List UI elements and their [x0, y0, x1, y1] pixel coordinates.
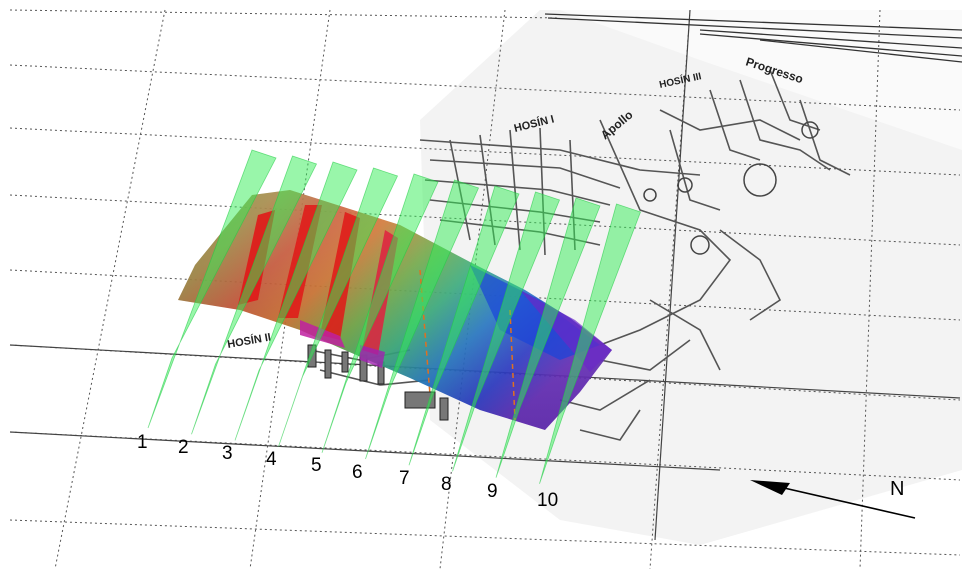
profile-number-9: 9: [487, 481, 498, 502]
profile-plane-6: [365, 179, 480, 460]
profile-plane-3: [234, 161, 358, 441]
profile-number-7: 7: [399, 468, 410, 489]
profile-number-5: 5: [311, 455, 322, 476]
profile-plane-2: [191, 155, 318, 435]
profile-number-3: 3: [222, 443, 233, 464]
profile-number-1: 1: [137, 432, 148, 453]
profile-plane-9: [495, 197, 601, 478]
profile-number-4: 4: [266, 449, 277, 470]
map-label-hosin-2: HOSÍN II: [226, 331, 272, 351]
profile-plane-8: [452, 191, 561, 472]
north-arrow-head: [750, 480, 790, 495]
profile-plane-5: [321, 173, 439, 453]
north-arrow: N: [750, 478, 916, 519]
profile-number-6: 6: [352, 462, 363, 483]
profile-number-2: 2: [178, 437, 189, 458]
railway-lines: [544, 13, 962, 63]
profile-planes: [147, 149, 642, 484]
profile-number-10: 10: [537, 490, 558, 511]
roundabouts: [643, 121, 819, 255]
profile-number-8: 8: [441, 474, 452, 495]
profile-plane-10: [539, 203, 642, 484]
north-arrow-label: N: [890, 478, 904, 500]
profile-plane-1: [147, 149, 277, 429]
profile-number-labels: 1 2 3 4 5 6 7 8 9 10: [137, 432, 558, 511]
profile-plane-4: [278, 167, 399, 447]
profile-plane-7: [408, 185, 520, 466]
base-map: [420, 10, 962, 545]
